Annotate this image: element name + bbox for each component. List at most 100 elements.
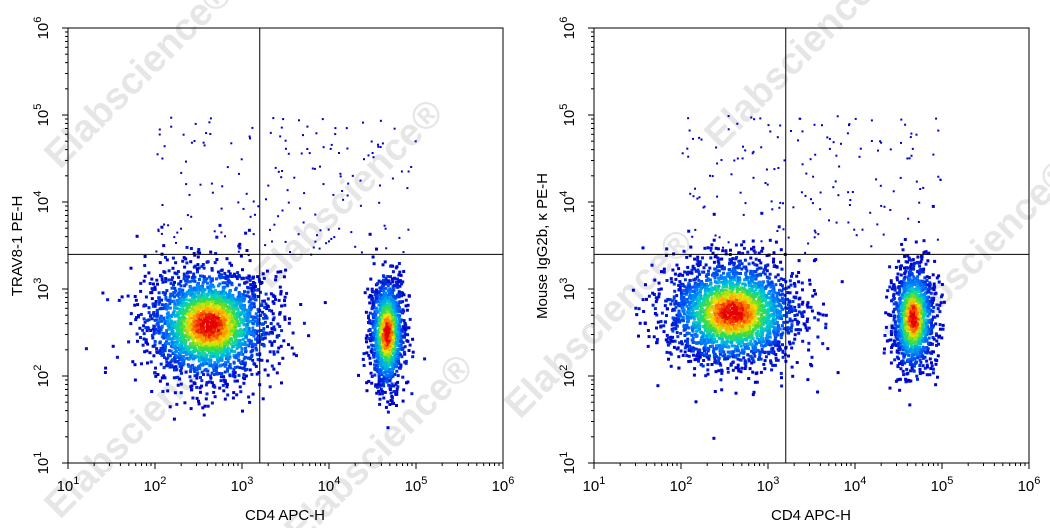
- event-dot: [220, 207, 223, 210]
- event-dot: [384, 370, 388, 374]
- event-dot: [206, 340, 209, 344]
- event-dot: [221, 289, 225, 293]
- event-dot: [813, 316, 817, 320]
- event-dot: [256, 275, 260, 279]
- event-dot: [268, 340, 272, 344]
- event-dot: [262, 344, 266, 348]
- event-dot: [150, 277, 154, 281]
- event-dot: [398, 284, 402, 288]
- event-dot: [190, 141, 193, 144]
- event-dot: [144, 326, 148, 330]
- event-dot: [272, 325, 276, 329]
- event-dot: [760, 347, 764, 351]
- event-dot: [399, 273, 403, 277]
- event-dot: [215, 311, 218, 315]
- event-dot: [157, 302, 161, 306]
- event-dot: [277, 170, 280, 173]
- event-dot: [698, 325, 702, 329]
- event-dot: [198, 345, 201, 349]
- event-dot: [410, 166, 413, 168]
- event-dot: [229, 329, 233, 333]
- event-dot: [392, 363, 396, 367]
- event-dot: [202, 356, 206, 360]
- event-dot: [234, 307, 238, 311]
- event-dot: [262, 312, 266, 316]
- event-dot: [142, 337, 146, 341]
- event-dot: [382, 325, 386, 329]
- event-dot: [384, 227, 387, 230]
- event-dot: [84, 347, 88, 351]
- event-dot: [292, 352, 296, 356]
- event-dot: [388, 379, 392, 383]
- event-dot: [200, 358, 204, 362]
- event-dot: [378, 343, 382, 347]
- event-dot: [790, 307, 794, 311]
- event-dot: [156, 282, 159, 286]
- event-dot: [390, 395, 394, 398]
- event-dot: [373, 338, 377, 342]
- event-dot: [248, 356, 252, 360]
- event-dot: [211, 297, 215, 301]
- event-dot: [212, 390, 216, 394]
- event-dot: [133, 378, 137, 382]
- event-dot: [388, 324, 392, 328]
- event-dot: [385, 376, 389, 380]
- event-dot: [163, 145, 166, 148]
- event-dot: [194, 348, 198, 351]
- event-dot: [159, 314, 163, 318]
- event-dot: [200, 306, 204, 310]
- event-dot: [386, 400, 390, 404]
- event-dot: [260, 281, 264, 284]
- event-dot: [378, 317, 381, 321]
- event-dot: [389, 346, 392, 350]
- event-dot: [151, 312, 155, 316]
- event-dot: [230, 298, 234, 302]
- event-dot: [370, 294, 374, 298]
- event-dot: [191, 329, 195, 333]
- event-dot: [199, 376, 202, 379]
- event-dot: [322, 183, 325, 186]
- event-dot: [180, 295, 184, 299]
- event-dot: [235, 317, 238, 321]
- event-dot: [217, 274, 221, 278]
- event-dot: [164, 295, 168, 299]
- event-dot: [157, 228, 160, 231]
- event-dot: [407, 170, 410, 173]
- event-dot: [133, 303, 137, 307]
- event-dot: [147, 318, 151, 322]
- event-dot: [386, 275, 390, 278]
- event-dot: [227, 352, 231, 356]
- event-dot: [394, 280, 398, 284]
- event-dot: [215, 355, 219, 359]
- event-dot: [275, 335, 279, 339]
- event-dot: [192, 289, 196, 293]
- event-dot: [175, 241, 177, 244]
- event-dot: [160, 232, 163, 235]
- event-dot: [390, 340, 394, 344]
- event-dot: [374, 383, 378, 387]
- plot-frame: [67, 27, 504, 464]
- event-dot: [202, 373, 205, 376]
- event-dot: [213, 395, 217, 399]
- event-dot: [200, 384, 204, 388]
- event-dot: [368, 321, 372, 325]
- event-dot: [770, 280, 774, 284]
- event-dot: [219, 358, 223, 362]
- event-dot: [169, 344, 173, 348]
- event-dot: [250, 372, 254, 376]
- event-dot: [193, 330, 197, 334]
- event-dot: [248, 400, 252, 404]
- event-dot: [272, 117, 275, 120]
- event-dot: [186, 275, 190, 279]
- event-dot: [398, 344, 402, 348]
- event-dot: [151, 288, 155, 292]
- event-dot: [690, 338, 694, 342]
- event-dot: [641, 246, 645, 250]
- event-dot: [185, 160, 187, 163]
- event-dot: [225, 383, 229, 386]
- event-dot: [752, 390, 756, 394]
- event-dot: [164, 320, 168, 324]
- event-dot: [195, 333, 198, 337]
- event-dot: [189, 314, 193, 318]
- event-dot: [243, 368, 247, 372]
